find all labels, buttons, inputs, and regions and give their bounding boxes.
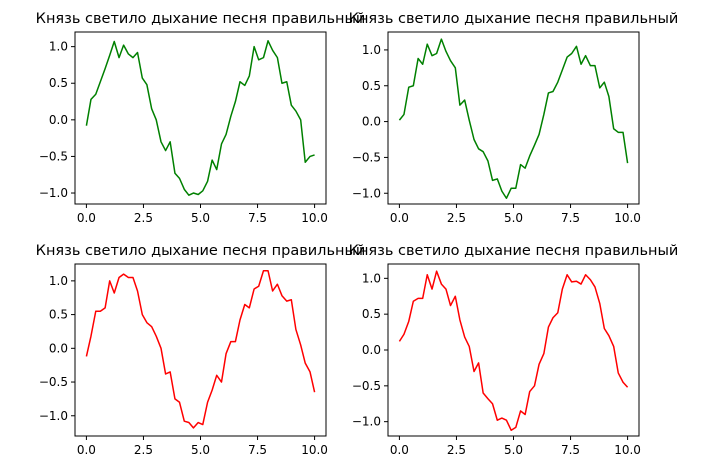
- y-tick-label: −0.5: [39, 149, 68, 163]
- x-tick-label: 0.0: [77, 443, 96, 457]
- x-tick-label: 10.0: [614, 211, 641, 225]
- axes-frame: [387, 263, 640, 437]
- y-tick-label: 0.0: [49, 341, 68, 355]
- subplot-2: 0.0 2.5 5.0 7.5 10.0 −1.0 −0.5 0.0 0.5 1.0 Князь с…: [349, 11, 679, 225]
- y-tick-label: 0.5: [362, 307, 381, 321]
- y-tick-label: 1.0: [49, 40, 68, 54]
- x-tick-label: 0.0: [77, 211, 96, 225]
- x-tick-label: 0.0: [390, 443, 409, 457]
- x-tick-label: 2.5: [134, 211, 153, 225]
- x-tick-label: 5.0: [191, 211, 210, 225]
- y-tick-label: 1.0: [362, 271, 381, 285]
- x-tick-label: 7.5: [561, 443, 580, 457]
- y-tick-label: −0.5: [39, 375, 68, 389]
- x-tick-label: 2.5: [447, 211, 466, 225]
- y-tick-label: 0.5: [362, 79, 381, 93]
- series-line-1: [398, 38, 629, 200]
- series-line-1: [398, 270, 629, 432]
- x-tick-label: 10.0: [614, 443, 641, 457]
- chart-title: Князь светило дыхание песня правильный: [349, 11, 679, 27]
- axes-frame: [74, 31, 327, 205]
- x-tick-label: 0.0: [390, 211, 409, 225]
- y-tick-label: −1.0: [39, 186, 68, 200]
- x-tick-label: 2.5: [447, 443, 466, 457]
- y-tick-label: 0.5: [49, 76, 68, 90]
- y-tick-label: 1.0: [362, 43, 381, 57]
- x-tick-label: 7.5: [561, 211, 580, 225]
- x-tick-label: 5.0: [504, 443, 523, 457]
- axes-frame: [387, 31, 640, 205]
- subplot-4: 0.0 2.5 5.0 7.5 10.0 −1.0 −0.5 0.0 0.5 1.0 Князь с…: [349, 243, 679, 457]
- y-tick-label: −1.0: [352, 186, 381, 200]
- series-line-1: [85, 40, 315, 196]
- y-tick-label: 0.5: [49, 308, 68, 322]
- x-tick-label: 5.0: [191, 443, 210, 457]
- x-tick-label: 10.0: [301, 443, 328, 457]
- y-tick-label: −0.5: [352, 150, 381, 164]
- chart-title: Князь светило дыхание песня правильный: [36, 11, 366, 27]
- subplot-3: 0.0 2.5 5.0 7.5 10.0 −1.0 −0.5 0.0 0.5 1.0 Князь с…: [36, 243, 366, 457]
- chart-title: Князь светило дыхание песня правильный: [36, 243, 366, 259]
- y-tick-label: −1.0: [39, 409, 68, 423]
- subplot-1: 0.0 2.5 5.0 7.5 10.0 −1.0 −0.5 0.0 0.5 1.0 Князь с…: [36, 11, 366, 225]
- y-tick-label: 0.0: [362, 115, 381, 129]
- x-tick-label: 2.5: [134, 443, 153, 457]
- x-tick-label: 5.0: [504, 211, 523, 225]
- y-tick-label: −1.0: [352, 415, 381, 429]
- x-tick-label: 10.0: [301, 211, 328, 225]
- chart-title: Князь светило дыхание песня правильный: [349, 243, 679, 259]
- x-tick-label: 7.5: [248, 211, 267, 225]
- y-tick-label: 1.0: [49, 274, 68, 288]
- y-tick-label: −0.5: [352, 379, 381, 393]
- x-tick-label: 7.5: [248, 443, 267, 457]
- y-tick-label: 0.0: [362, 343, 381, 357]
- y-tick-label: 0.0: [49, 113, 68, 127]
- series-line-1: [85, 270, 316, 429]
